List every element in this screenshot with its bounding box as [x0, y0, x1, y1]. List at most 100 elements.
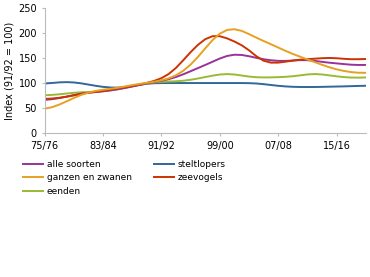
zeevogels	[342, 57, 346, 60]
Legend: alle soorten, ganzen en zwanen, eenden, steltlopers, zeevogels: alle soorten, ganzen en zwanen, eenden, …	[23, 160, 226, 196]
alle soorten	[349, 63, 353, 66]
steltlopers	[145, 82, 149, 85]
eenden	[349, 76, 353, 79]
alle soorten	[174, 75, 178, 79]
eenden	[196, 77, 200, 80]
ganzen en zwanen	[261, 39, 266, 43]
zeevogels	[159, 76, 164, 80]
ganzen en zwanen	[290, 52, 295, 56]
ganzen en zwanen	[43, 107, 47, 111]
ganzen en zwanen	[283, 49, 288, 53]
steltlopers	[123, 86, 127, 89]
steltlopers	[349, 84, 353, 88]
eenden	[94, 90, 98, 93]
steltlopers	[218, 81, 222, 85]
ganzen en zwanen	[298, 55, 302, 58]
steltlopers	[71, 81, 76, 84]
ganzen en zwanen	[57, 103, 61, 106]
ganzen en zwanen	[159, 79, 164, 82]
eenden	[364, 76, 368, 79]
alle soorten	[283, 59, 288, 63]
zeevogels	[174, 66, 178, 70]
ganzen en zwanen	[327, 66, 332, 69]
zeevogels	[313, 57, 317, 60]
alle soorten	[218, 57, 222, 60]
zeevogels	[115, 87, 120, 90]
alle soorten	[145, 82, 149, 85]
eenden	[305, 73, 310, 76]
eenden	[152, 81, 157, 84]
alle soorten	[43, 98, 47, 102]
steltlopers	[94, 84, 98, 88]
eenden	[210, 74, 215, 77]
eenden	[334, 75, 339, 78]
zeevogels	[232, 40, 237, 43]
ganzen en zwanen	[334, 68, 339, 71]
eenden	[101, 89, 105, 93]
alle soorten	[342, 62, 346, 66]
eenden	[276, 76, 280, 79]
zeevogels	[79, 92, 83, 96]
ganzen en zwanen	[181, 69, 185, 72]
steltlopers	[108, 86, 112, 89]
ganzen en zwanen	[79, 93, 83, 97]
eenden	[290, 75, 295, 78]
ganzen en zwanen	[71, 96, 76, 100]
zeevogels	[188, 50, 193, 54]
zeevogels	[101, 89, 105, 93]
zeevogels	[145, 81, 149, 84]
steltlopers	[188, 81, 193, 85]
ganzen en zwanen	[188, 63, 193, 66]
zeevogels	[94, 90, 98, 94]
zeevogels	[327, 56, 332, 60]
ganzen en zwanen	[130, 83, 134, 87]
ganzen en zwanen	[108, 87, 112, 91]
steltlopers	[166, 81, 171, 85]
steltlopers	[203, 81, 208, 85]
zeevogels	[261, 59, 266, 62]
alle soorten	[101, 90, 105, 93]
eenden	[283, 75, 288, 78]
steltlopers	[181, 81, 185, 85]
eenden	[261, 76, 266, 79]
steltlopers	[137, 83, 142, 86]
steltlopers	[334, 85, 339, 88]
eenden	[298, 74, 302, 77]
zeevogels	[218, 35, 222, 38]
zeevogels	[210, 35, 215, 38]
eenden	[50, 93, 54, 97]
Line: ganzen en zwanen: ganzen en zwanen	[45, 29, 366, 109]
ganzen en zwanen	[356, 71, 361, 75]
eenden	[203, 75, 208, 79]
alle soorten	[152, 80, 157, 84]
zeevogels	[298, 58, 302, 61]
eenden	[166, 80, 171, 83]
steltlopers	[86, 83, 91, 86]
eenden	[174, 79, 178, 83]
zeevogels	[269, 61, 273, 64]
ganzen en zwanen	[239, 29, 244, 33]
alle soorten	[254, 56, 259, 60]
ganzen en zwanen	[254, 36, 259, 39]
ganzen en zwanen	[349, 70, 353, 74]
steltlopers	[115, 86, 120, 89]
steltlopers	[50, 81, 54, 85]
eenden	[86, 90, 91, 94]
steltlopers	[254, 82, 259, 85]
eenden	[356, 76, 361, 79]
eenden	[108, 89, 112, 92]
alle soorten	[79, 92, 83, 95]
zeevogels	[276, 61, 280, 64]
alle soorten	[290, 59, 295, 62]
zeevogels	[196, 43, 200, 47]
eenden	[159, 80, 164, 83]
ganzen en zwanen	[137, 82, 142, 86]
zeevogels	[50, 97, 54, 100]
steltlopers	[290, 85, 295, 88]
zeevogels	[57, 96, 61, 99]
ganzen en zwanen	[342, 69, 346, 73]
ganzen en zwanen	[145, 81, 149, 84]
zeevogels	[86, 91, 91, 94]
alle soorten	[320, 60, 324, 63]
Line: steltlopers: steltlopers	[45, 82, 366, 88]
